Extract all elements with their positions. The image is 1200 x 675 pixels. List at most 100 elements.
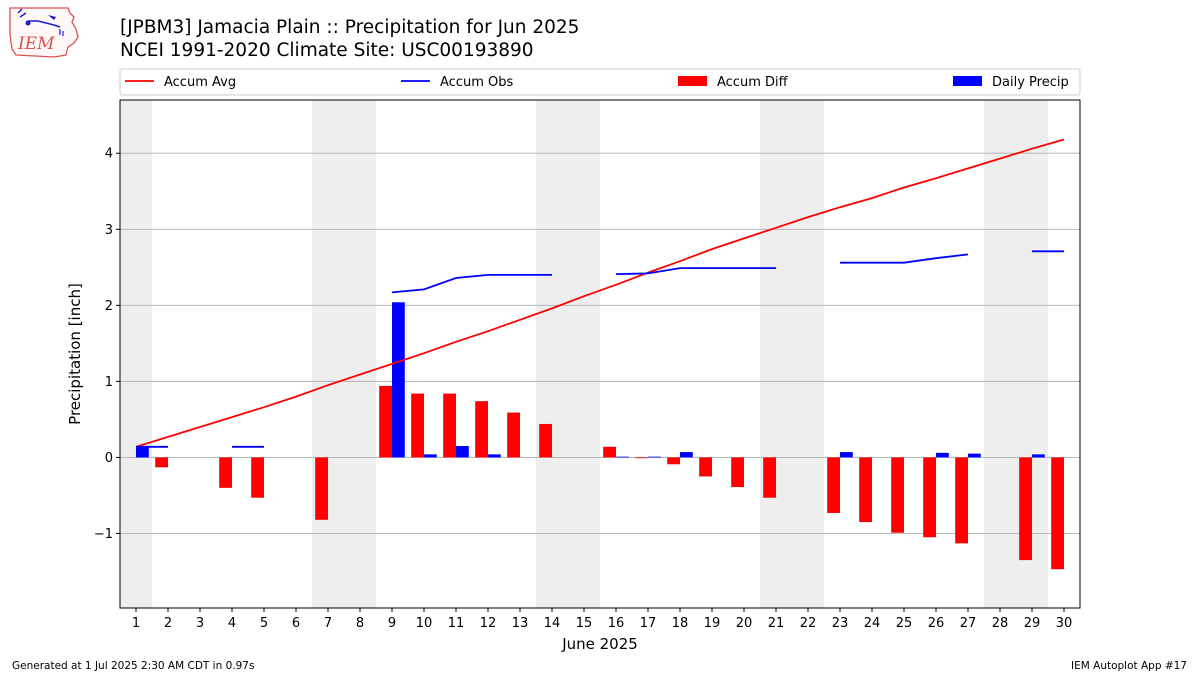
legend-swatch-3 (678, 76, 707, 86)
legend-label-4: Daily Precip (992, 75, 1069, 90)
xtick-label-6: 6 (292, 616, 300, 631)
xtick-label-10: 10 (416, 616, 433, 631)
weekend-band-15 (568, 100, 600, 608)
diff-bar-19 (699, 457, 712, 477)
diff-bar-10 (411, 393, 424, 458)
ytick-label-2: 2 (105, 299, 113, 314)
legend-label-1: Accum Avg (164, 75, 236, 90)
iem-logo-icon: IEM (8, 5, 80, 63)
accum-lines (135, 138, 1065, 448)
xtick-label-20: 20 (736, 616, 753, 631)
accum-obs-segment-5 (840, 253, 969, 264)
diff-bar-20 (731, 457, 744, 488)
plot-border (119, 99, 1081, 609)
diff-bar-18 (667, 457, 680, 465)
ytick-label-4: 4 (105, 147, 113, 162)
xtick-label-9: 9 (388, 616, 396, 631)
daily-bar-26 (936, 452, 949, 458)
legend: Accum Avg Accum Obs Accum Diff Daily Precip (119, 68, 1081, 96)
xtick-label-11: 11 (448, 616, 465, 631)
xtick-label-5: 5 (260, 616, 268, 631)
xtick-label-22: 22 (800, 616, 817, 631)
y-axis-ticks: −1 0 1 2 3 4 (94, 147, 120, 542)
xtick-label-19: 19 (704, 616, 721, 631)
weekend-band-1 (120, 100, 152, 608)
daily-bar-10 (424, 454, 437, 458)
diff-bar-24 (859, 457, 872, 523)
xtick-label-24: 24 (864, 616, 881, 631)
legend-swatch-4 (953, 76, 982, 86)
xtick-label-25: 25 (896, 616, 913, 631)
weekend-shading (120, 100, 1048, 608)
diff-bar-12 (475, 401, 488, 458)
xtick-label-28: 28 (992, 616, 1009, 631)
accum-obs-segment-4 (615, 267, 776, 275)
xtick-label-21: 21 (768, 616, 785, 631)
app-credit: IEM Autoplot App #17 (1071, 660, 1187, 672)
ytick-label-1: 1 (105, 375, 113, 390)
xtick-label-27: 27 (960, 616, 977, 631)
daily-bar-11 (456, 446, 469, 458)
xtick-label-30: 30 (1056, 616, 1073, 631)
ytick-label-0: 0 (105, 451, 113, 466)
diff-bar-23 (827, 457, 840, 513)
daily-bar-17 (648, 456, 661, 458)
xtick-label-4: 4 (228, 616, 236, 631)
xtick-label-16: 16 (608, 616, 625, 631)
legend-label-2: Accum Obs (440, 75, 513, 90)
diff-bar-11 (443, 393, 456, 458)
y-gridlines (120, 152, 1080, 534)
svg-text:IEM: IEM (17, 34, 55, 54)
weekend-band-14 (536, 100, 568, 608)
x-axis-ticks: 1 2 3 4 5 6 7 8 9 10 11 12 13 14 15 16 17 18 19 20 21 22 23 24 2… (132, 608, 1072, 631)
diff-bar-21 (763, 457, 776, 498)
xtick-label-18: 18 (672, 616, 689, 631)
xtick-label-13: 13 (512, 616, 529, 631)
xtick-label-26: 26 (928, 616, 945, 631)
diff-bar-4 (219, 457, 232, 488)
diff-bar-5 (251, 457, 264, 498)
xtick-label-3: 3 (196, 616, 204, 631)
daily-bar-16 (616, 456, 629, 458)
legend-label-3: Accum Diff (717, 75, 789, 90)
daily-precip-bars (136, 302, 1045, 458)
generated-timestamp: Generated at 1 Jul 2025 2:30 AM CDT in 0… (12, 660, 255, 672)
weekend-band-7 (312, 100, 344, 608)
accum-avg-line (135, 138, 1065, 448)
xtick-label-23: 23 (832, 616, 849, 631)
daily-bar-29 (1032, 454, 1045, 458)
daily-bar-23 (840, 452, 853, 458)
ytick-label-3: 3 (105, 223, 113, 238)
weekend-band-21 (760, 100, 792, 608)
weekend-band-22 (792, 100, 824, 608)
legend-box (119, 68, 1081, 96)
xtick-label-12: 12 (480, 616, 497, 631)
weekend-band-8 (344, 100, 376, 608)
chart-title: [JPBM3] Jamacia Plain :: Precipitation f… (120, 17, 580, 38)
diff-bar-7 (315, 457, 328, 520)
diff-bar-25 (891, 457, 904, 533)
diff-bar-13 (507, 412, 520, 458)
diff-bar-17 (635, 457, 648, 459)
daily-bar-1 (136, 446, 149, 458)
accum-obs-segment-3 (391, 274, 552, 294)
xtick-label-2: 2 (164, 616, 172, 631)
accum-diff-bars (155, 385, 1064, 570)
diff-bar-29 (1019, 457, 1032, 561)
daily-bar-12 (488, 454, 501, 458)
diff-bar-16 (603, 446, 616, 458)
weekend-band-28 (984, 100, 1016, 608)
xtick-label-17: 17 (640, 616, 657, 631)
daily-bar-27 (968, 453, 981, 458)
xtick-label-7: 7 (324, 616, 332, 631)
diff-bar-27 (955, 457, 968, 544)
daily-bar-9 (392, 302, 405, 458)
diff-bar-2 (155, 457, 168, 468)
x-axis-label: June 2025 (561, 635, 638, 653)
y-axis-label: Precipitation [inch] (66, 283, 84, 425)
daily-bar-18 (680, 452, 693, 458)
diff-bar-26 (923, 457, 936, 538)
diff-bar-30 (1051, 457, 1064, 570)
chart-subtitle: NCEI 1991-2020 Climate Site: USC00193890 (120, 40, 534, 61)
